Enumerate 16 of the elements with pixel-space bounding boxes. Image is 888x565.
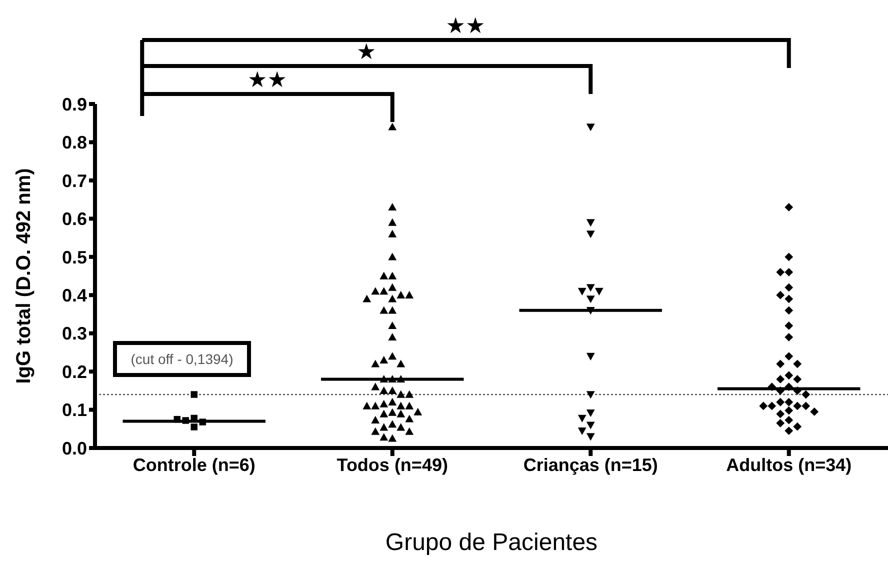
y-tick-label: 0.3 (62, 324, 87, 344)
y-axis-title: IgG total (D.O. 492 nm) (13, 168, 35, 384)
y-tick-label: 0.1 (62, 400, 87, 420)
y-tick-label: 0.2 (62, 362, 87, 382)
y-tick-label: 0.0 (62, 438, 87, 458)
x-axis-title: Grupo de Pacientes (385, 529, 598, 556)
y-tick-label: 0.4 (62, 286, 87, 306)
y-tick-label: 0.7 (62, 170, 87, 191)
x-tick-label: Controle (n=6) (132, 454, 256, 475)
x-tick-label: Crianças (n=15) (523, 454, 658, 475)
x-tick-label: Adultos (n=34) (726, 454, 852, 475)
y-tick-label: 0.5 (62, 247, 87, 268)
x-tick-label: Todos (n=49) (336, 454, 448, 475)
ref-line-label: (cut off - 0,1394) (113, 341, 251, 378)
y-tick-label: 0.8 (62, 132, 87, 153)
y-tick-label: 0.6 (62, 209, 87, 230)
